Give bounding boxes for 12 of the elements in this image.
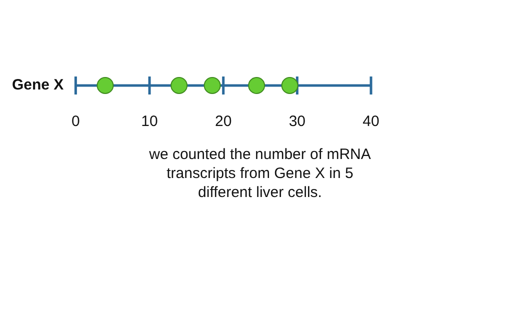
point: [170, 77, 188, 94]
x-tick-label: 10: [141, 113, 158, 130]
point: [281, 77, 298, 94]
x-tick-label: 30: [288, 113, 306, 130]
x-tick-label: 20: [215, 113, 232, 130]
y-tick-label: Gene X: [12, 76, 64, 94]
point: [204, 77, 221, 94]
point: [248, 77, 266, 94]
x-tick-label: 0: [72, 113, 80, 130]
annotation: we counted the number of mRNA transcripts from Gene X in 5 different liver cells.: [148, 145, 372, 202]
point: [96, 77, 114, 94]
x-tick-label: 40: [362, 113, 380, 130]
